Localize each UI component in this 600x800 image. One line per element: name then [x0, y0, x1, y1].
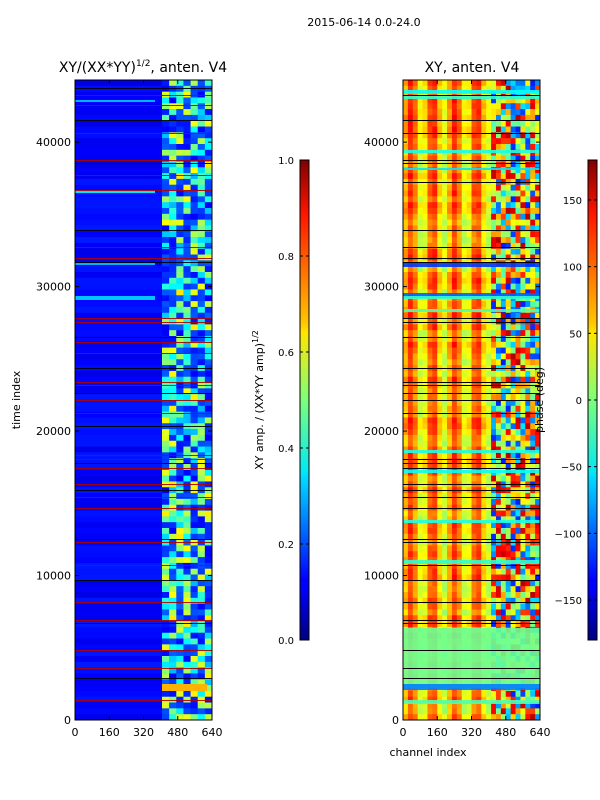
amplitude-heatmap [75, 80, 213, 721]
y-tick-label: 40000 [364, 136, 399, 149]
amplitude-title: XY/(XX*YY)1/2, anten. V4 [59, 59, 227, 76]
x-tick-label: 480 [495, 726, 516, 739]
y-tick-label: 10000 [364, 570, 399, 583]
x-tick-label: 160 [99, 726, 120, 739]
x-tick-label: 480 [167, 726, 188, 739]
x-tick-label: 320 [133, 726, 154, 739]
colorbar-tick-label: 0.4 [278, 444, 294, 455]
x-tick-label: 640 [530, 726, 551, 739]
amplitude-colorbar-gradient [299, 159, 310, 641]
amplitude-title-sup: 1/2 [136, 59, 150, 69]
phase-colorbar: 150 100 50 0 −50 −100 −150 phase (deg) [533, 159, 598, 641]
y-tick-label: 0 [392, 714, 399, 727]
colorbar-tick-label: 150 [563, 196, 582, 207]
y-tick-label: 10000 [36, 570, 71, 583]
y-tick-label: 30000 [364, 281, 399, 294]
amplitude-panel: XY/(XX*YY)1/2, anten. V4 0 160 320 480 640 0 1… [10, 59, 227, 739]
colorbar-tick-label: −150 [555, 596, 582, 607]
phase-heatmap [403, 80, 541, 721]
colorbar-tick-label: 0.6 [278, 348, 294, 359]
phase-xlabel: channel index [389, 746, 467, 759]
x-tick-label: 640 [202, 726, 223, 739]
y-tick-label: 30000 [36, 281, 71, 294]
colorbar-tick-label: 0.0 [278, 636, 294, 647]
phase-panel: XY, anten. V4 0 160 320 480 640 0 10000 20000 30… [364, 60, 551, 759]
amplitude-colorbar-label-sup: 1/2 [251, 330, 260, 343]
y-tick-label: 20000 [36, 425, 71, 438]
phase-colorbar-ticks: 150 100 50 0 −50 −100 −150 [555, 196, 597, 607]
colorbar-tick-label: 0.8 [278, 252, 294, 263]
colorbar-tick-label: −50 [561, 463, 582, 474]
colorbar-tick-label: 50 [569, 329, 582, 340]
amplitude-colorbar: 0.0 0.2 0.4 0.6 0.8 1.0 XY amp. / (XX*YY amp)… [251, 156, 310, 647]
phase-colorbar-label: phase (deg) [533, 367, 546, 433]
colorbar-tick-label: 0.2 [278, 540, 294, 551]
y-tick-label: 20000 [364, 425, 399, 438]
amplitude-colorbar-label-main: XY amp. / (XX*YY amp) [253, 343, 266, 470]
amplitude-colorbar-ticks: 0.0 0.2 0.4 0.6 0.8 1.0 [278, 156, 309, 647]
colorbar-tick-label: −100 [555, 529, 582, 540]
x-tick-label: 160 [427, 726, 448, 739]
amplitude-axes: 0 160 320 480 640 0 10000 20000 30000 40000 [36, 80, 223, 739]
x-tick-label: 0 [400, 726, 407, 739]
x-tick-label: 320 [461, 726, 482, 739]
y-tick-label: 40000 [36, 136, 71, 149]
y-tick-label: 0 [64, 714, 71, 727]
phase-title: XY, anten. V4 [425, 60, 520, 76]
colorbar-tick-label: 1.0 [278, 156, 294, 167]
amplitude-colorbar-label: XY amp. / (XX*YY amp)1/2 [251, 330, 266, 470]
figure-suptitle: 2015-06-14 0.0-24.0 [307, 16, 420, 29]
x-tick-label: 0 [72, 726, 79, 739]
amplitude-title-suffix: , anten. V4 [150, 60, 227, 76]
colorbar-tick-label: 0 [576, 396, 582, 407]
amplitude-ylabel: time index [10, 370, 23, 429]
colorbar-tick-label: 100 [563, 263, 582, 274]
amplitude-title-main: XY/(XX*YY) [59, 60, 136, 76]
phase-axes: 0 160 320 480 640 0 10000 20000 30000 40000 [364, 80, 551, 739]
